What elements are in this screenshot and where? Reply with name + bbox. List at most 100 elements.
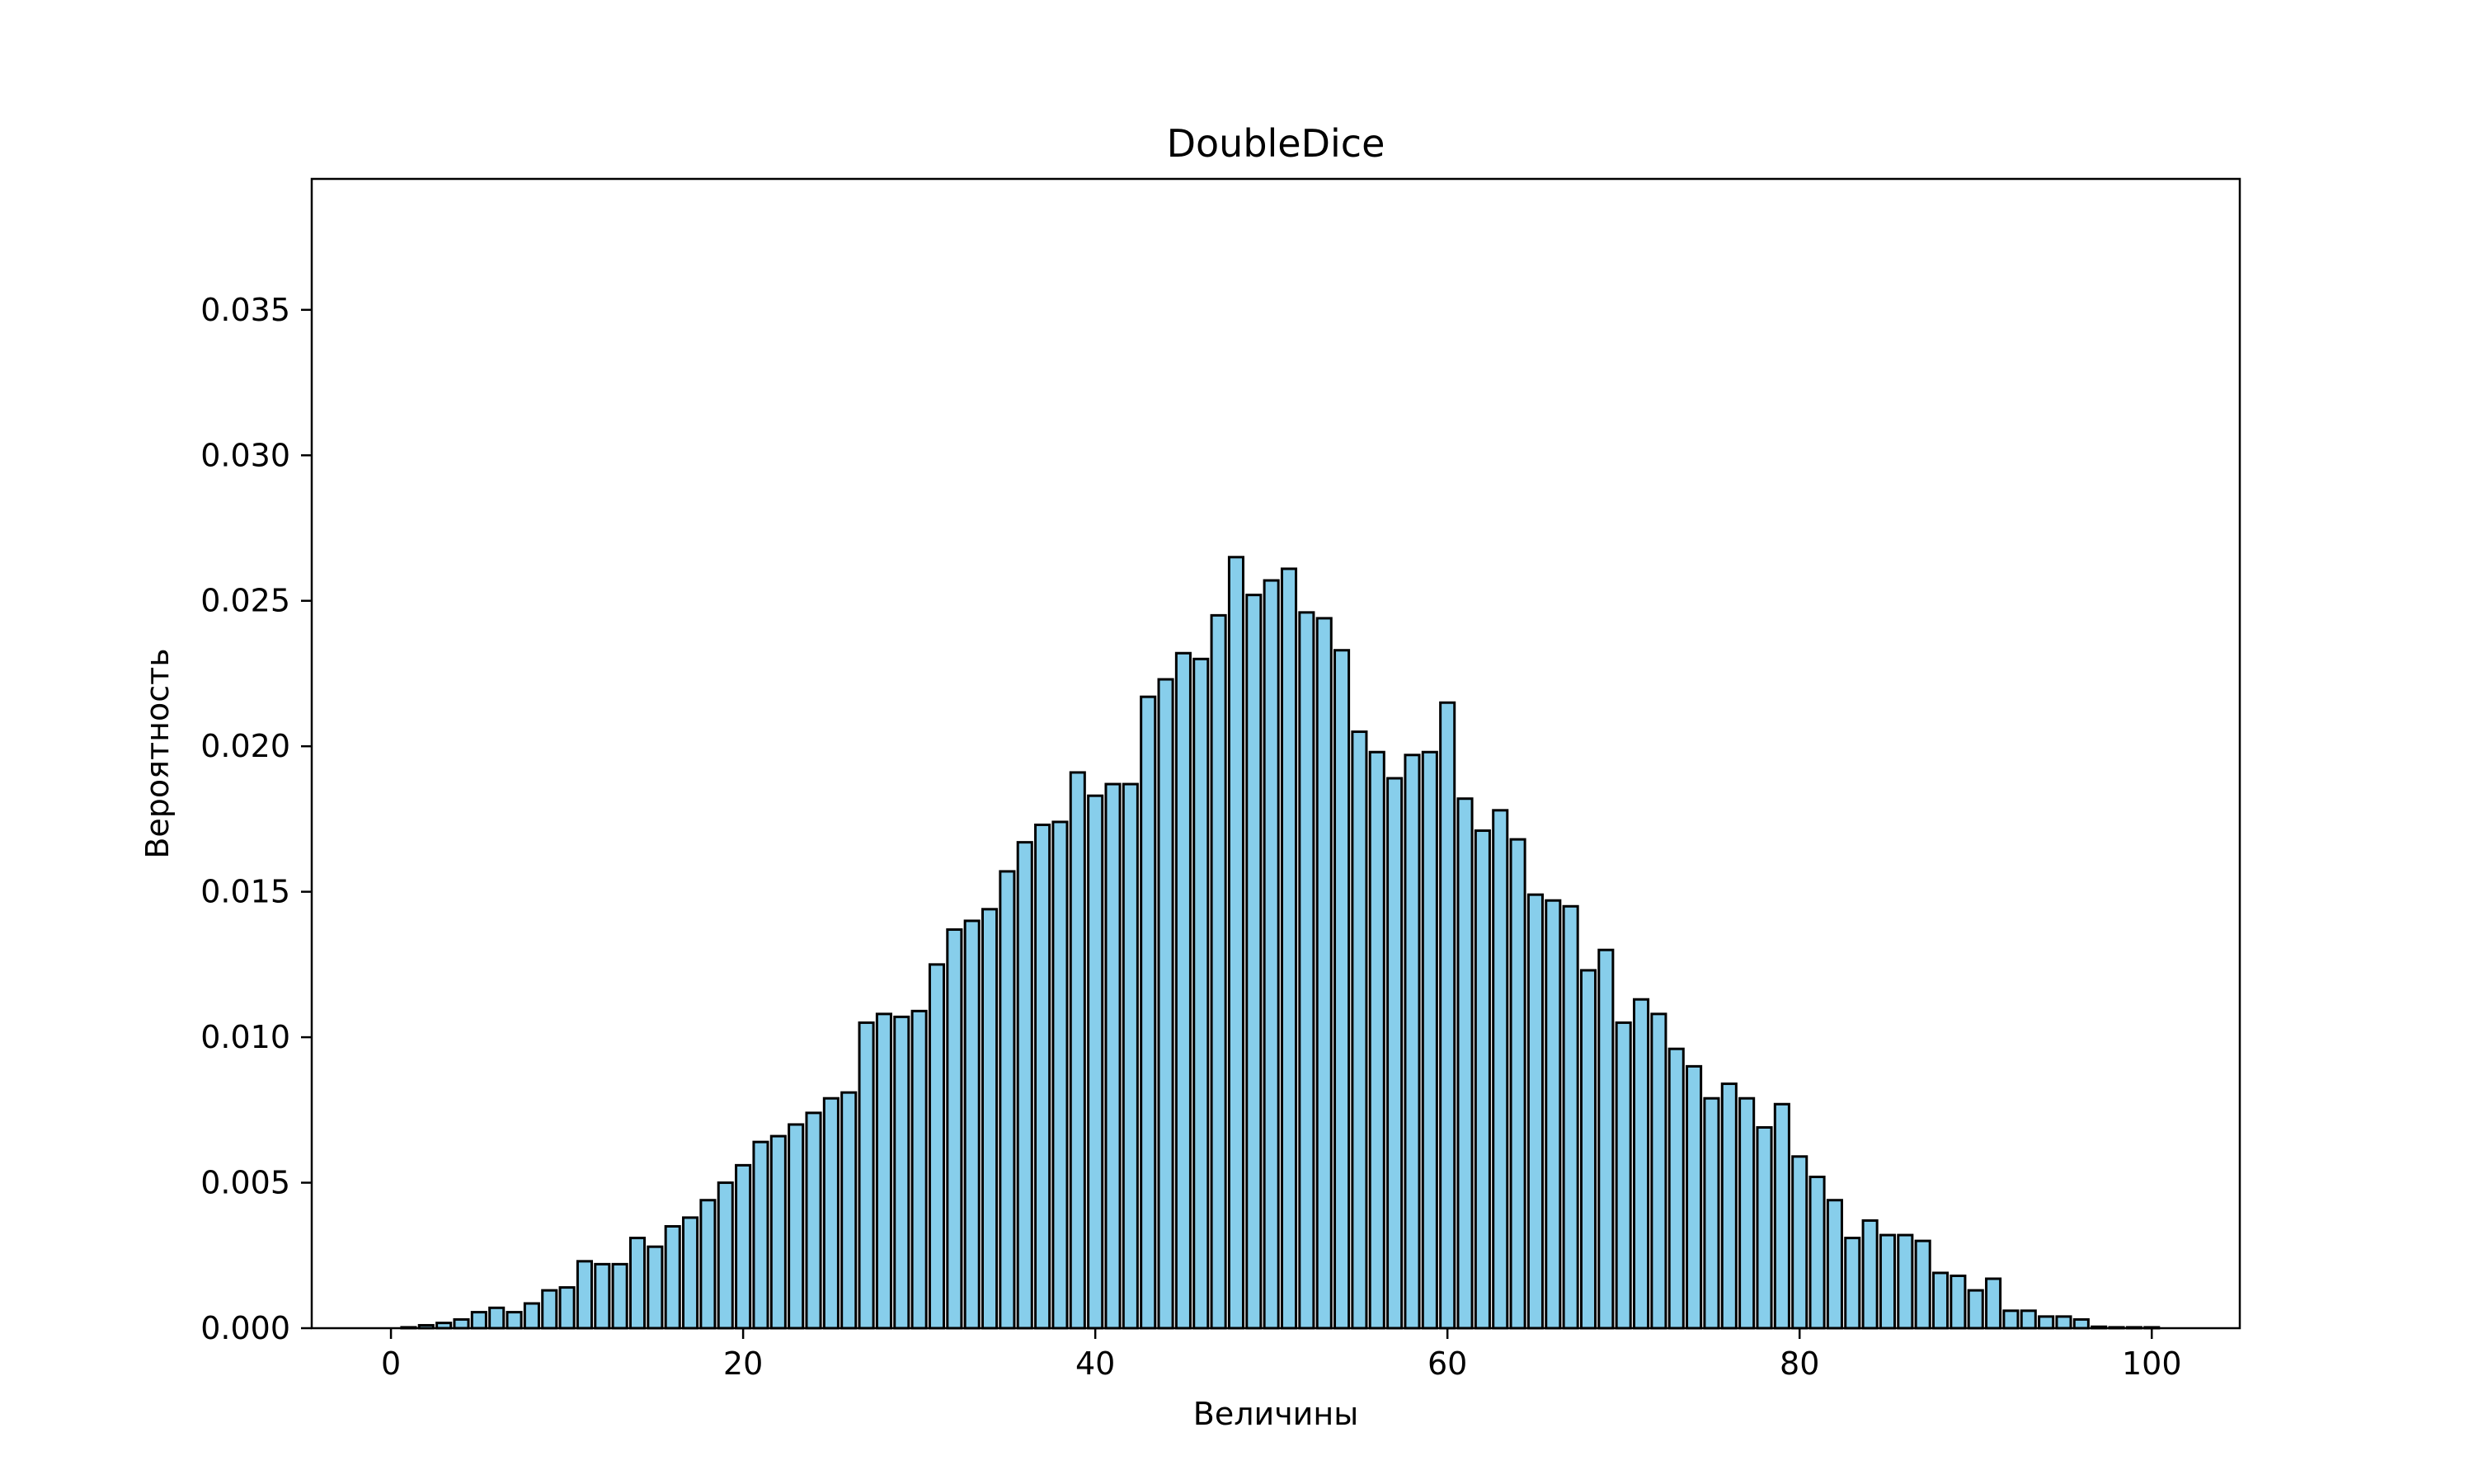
histogram-bar [1227,556,1245,1330]
histogram-bar [1509,838,1526,1330]
y-tick-label: 0.020 [200,728,290,764]
histogram-bar [1931,1271,1950,1330]
histogram-bar [981,908,999,1330]
histogram-bar [999,870,1016,1330]
histogram-bar [1404,754,1421,1330]
x-tick-label: 60 [1427,1345,1467,1382]
x-tick-label: 100 [2122,1345,2182,1382]
histogram-bar [1914,1239,1931,1330]
histogram-bar [2002,1309,2020,1330]
histogram-bar [1051,820,1069,1330]
histogram-bar [2072,1317,2090,1330]
x-tick-label: 0 [381,1345,401,1382]
histogram-bar [647,1245,664,1330]
histogram-bar [1650,1012,1667,1330]
x-tick-label: 80 [1780,1345,1819,1382]
histogram-bar [470,1311,487,1330]
histogram-bar [893,1015,910,1330]
histogram-bar [1808,1175,1826,1330]
ticks-group: 0 20 40 60 80 100 0.000 0.005 0.010 0.015 0.020 0.0… [200,292,2181,1382]
y-tick-label: 0.010 [200,1019,290,1055]
histogram-bar [1333,649,1351,1330]
histogram-bar [840,1091,858,1330]
histogram-bar [1368,750,1385,1330]
histogram-bar [1298,611,1315,1330]
histogram-bar [541,1289,558,1330]
histogram-bar [2055,1315,2072,1330]
histogram-bar [611,1262,628,1330]
histogram-bar [1157,678,1174,1330]
chart-title: DoubleDice [1167,121,1385,166]
histogram-bar [576,1260,593,1330]
histogram-bar [488,1306,506,1330]
histogram-bar [1315,617,1333,1330]
histogram-bar [928,963,946,1330]
histogram-bar [2038,1315,2055,1330]
histogram-bar [699,1199,717,1330]
histogram-bar [1351,730,1368,1330]
histogram-bar [1562,904,1579,1330]
histogram-bar [1756,1125,1773,1330]
histogram-bar [1122,782,1139,1330]
histogram-bar [1703,1097,1720,1330]
histogram-bar [910,1009,928,1330]
histogram-bar [1386,777,1404,1330]
histogram-bar [1474,829,1491,1330]
y-tick-label: 0.005 [200,1165,290,1201]
histogram-bar [1526,893,1544,1330]
histogram-bar [963,919,981,1330]
histogram-bar [752,1140,769,1330]
histogram-bar [1263,579,1280,1330]
histogram-bar [858,1021,875,1330]
histogram-bar [1633,998,1650,1330]
histogram-bar [1140,695,1157,1330]
histogram-bar [1985,1277,2002,1330]
histogram-bar [875,1012,892,1330]
histogram-bar [946,928,963,1330]
histogram-bar [1016,841,1033,1330]
histogram-bar [558,1286,576,1330]
histogram-bar [453,1317,470,1330]
histogram-bar [1104,782,1122,1330]
histogram-bar [805,1111,822,1330]
histogram-bar [1773,1102,1790,1330]
histogram-bar [1492,809,1509,1330]
histogram-bar [523,1302,540,1330]
histogram-bar [735,1163,752,1330]
histogram-bar [682,1216,699,1330]
histogram-bar [1738,1097,1756,1330]
histogram-bar [1545,899,1562,1330]
x-tick-label: 40 [1075,1345,1115,1382]
y-tick-label: 0.025 [200,583,290,619]
histogram-bar [1720,1082,1738,1330]
histogram-bar [1034,823,1051,1330]
histogram-bar [1069,771,1086,1330]
histogram-bar [788,1123,805,1330]
histogram-bar [1597,948,1615,1330]
plot-frame [310,177,2241,1330]
histogram-bar [1967,1289,1984,1330]
histogram-bar [1456,797,1474,1330]
histogram-bar [1897,1233,1914,1330]
y-tick-label: 0.030 [200,437,290,473]
histogram-bar [2020,1309,2037,1330]
histogram-bar [1826,1199,1843,1330]
histogram-bar [1439,701,1456,1330]
bars-group [400,556,2161,1330]
y-tick-label: 0.000 [200,1310,290,1346]
histogram-bar [1667,1047,1685,1330]
y-axis-label: Вероятность [139,648,176,858]
histogram-bar [1210,613,1227,1330]
x-axis-label: Величины [1193,1396,1358,1432]
histogram-bar [1192,657,1210,1330]
histogram-bar [1844,1237,1861,1330]
histogram-bar [1879,1233,1897,1330]
histogram-bar [1615,1021,1632,1330]
histogram-bar [1861,1219,1879,1330]
histogram-bar [822,1097,840,1330]
x-tick-label: 20 [723,1345,763,1382]
y-tick-label: 0.035 [200,292,290,328]
histogram-bar [628,1237,647,1330]
histogram-bar [1421,750,1438,1330]
